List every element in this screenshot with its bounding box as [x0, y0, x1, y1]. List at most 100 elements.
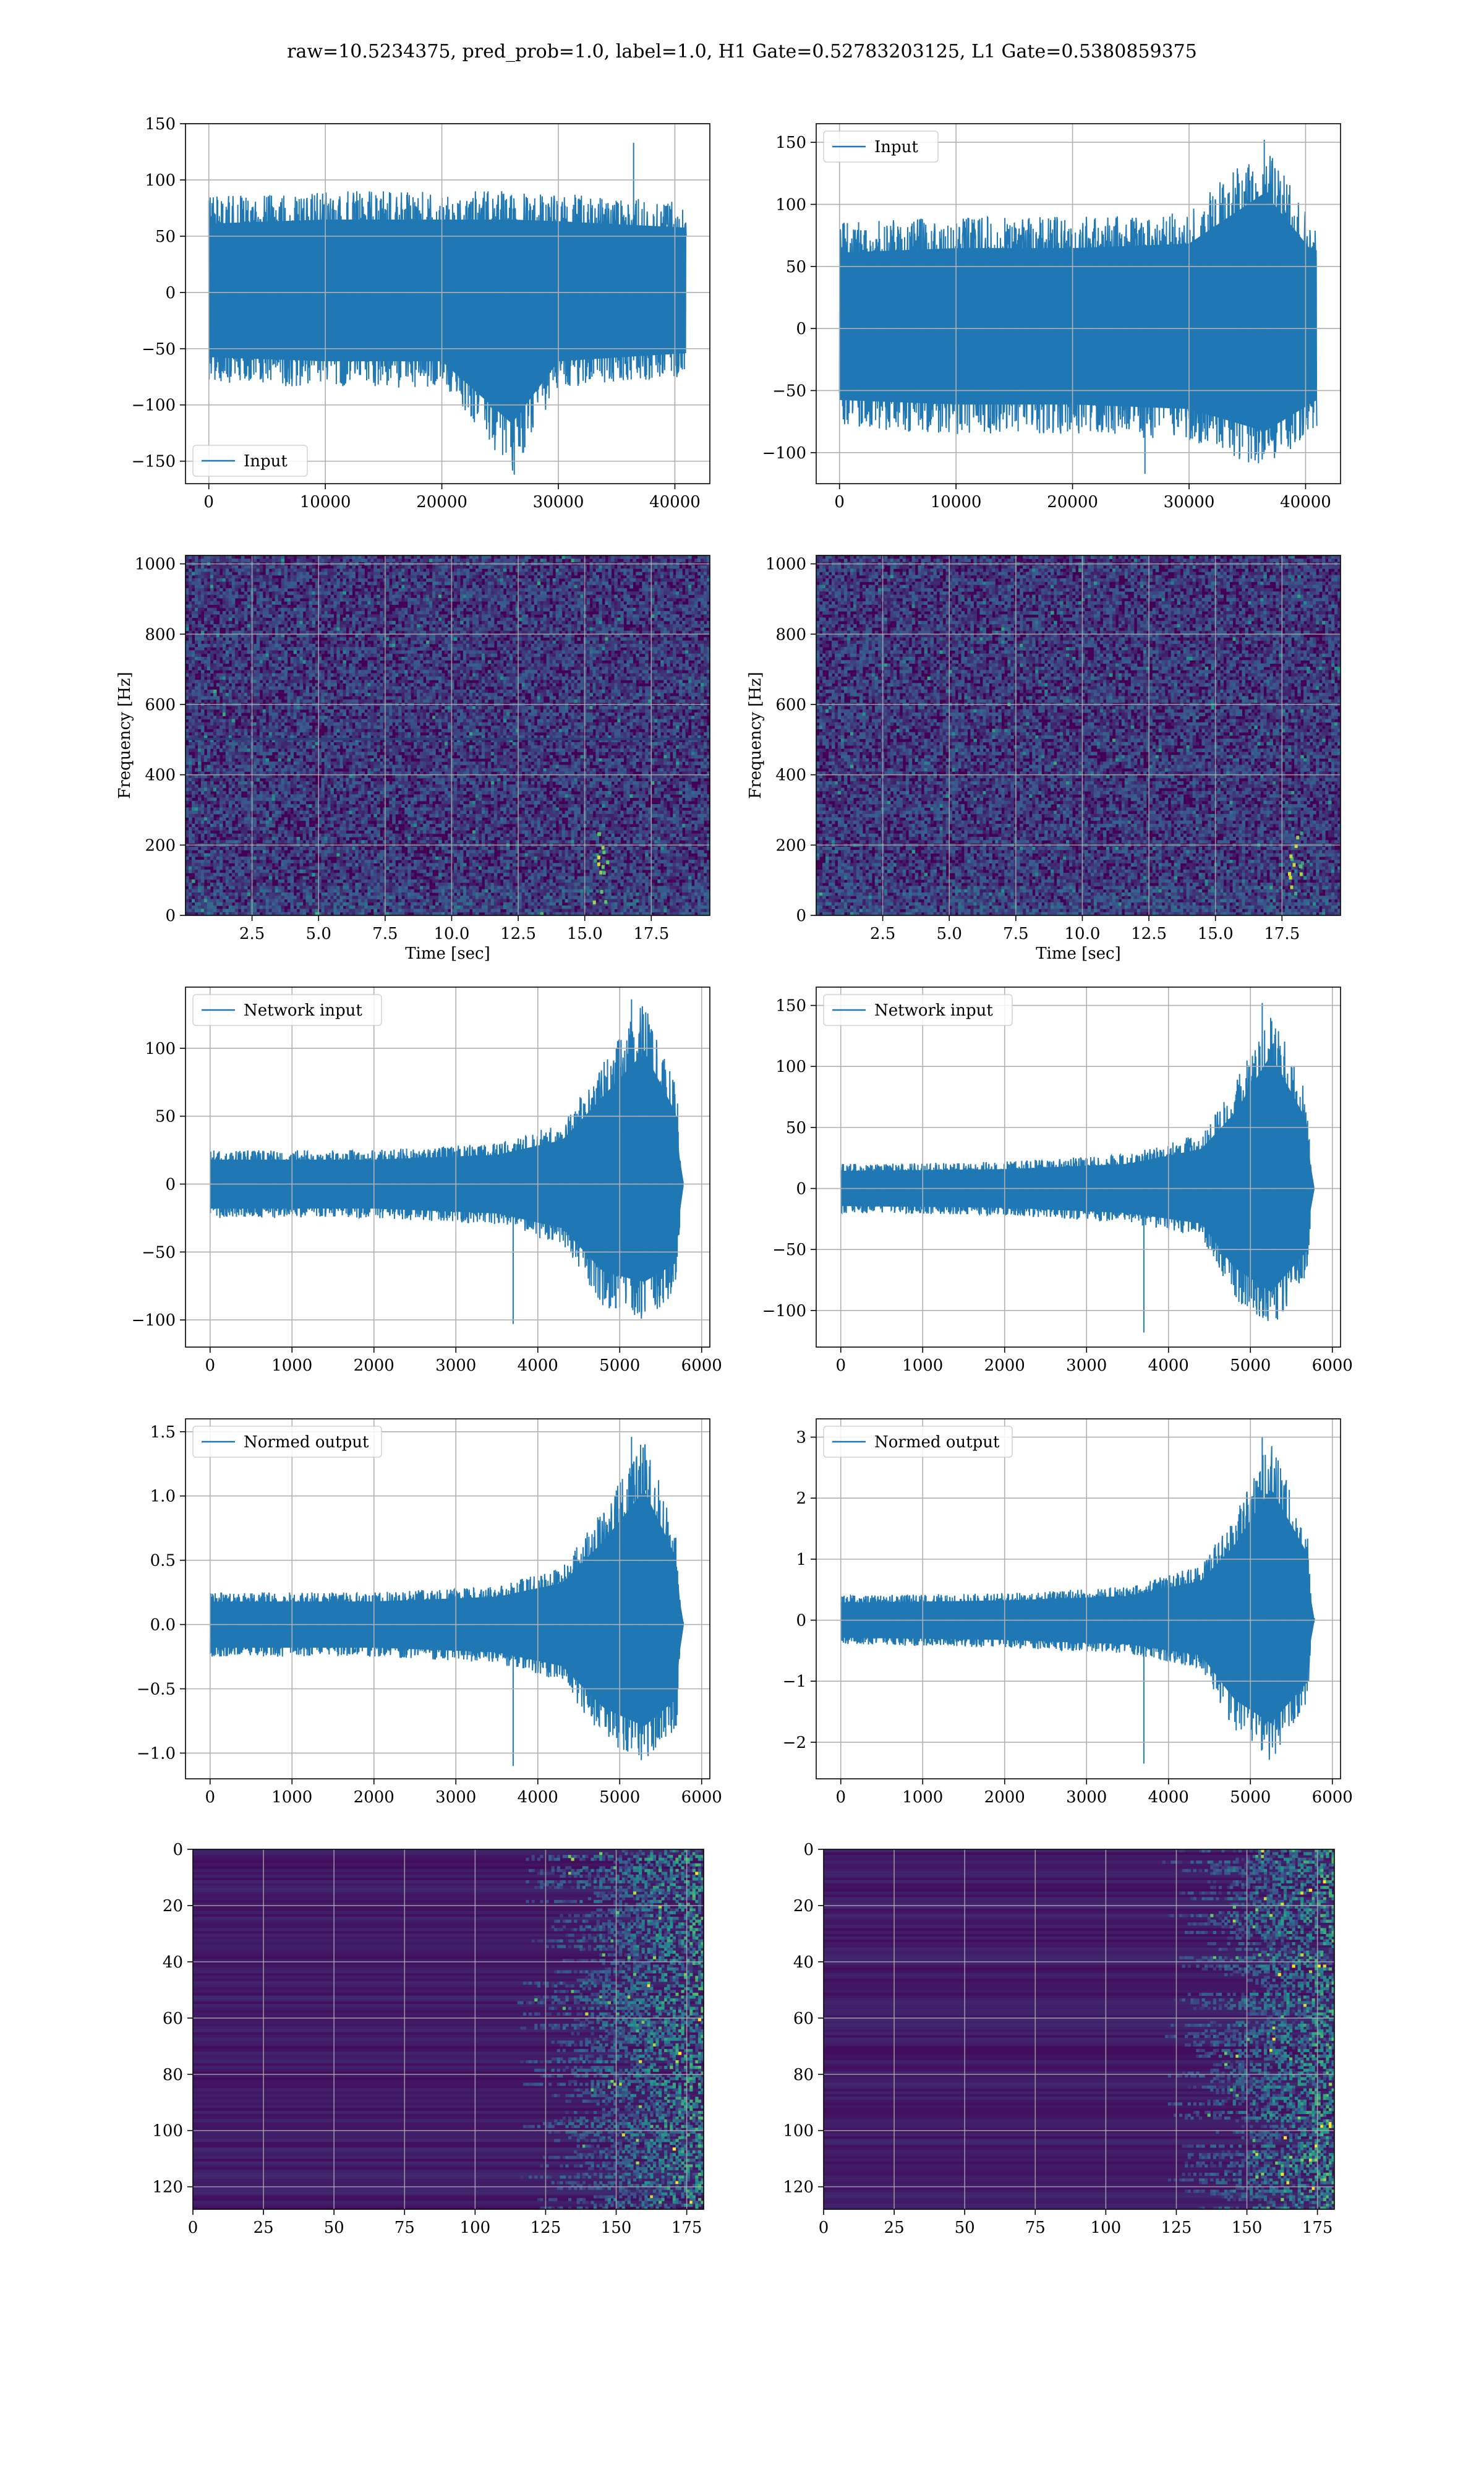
heatmap-cell: [198, 611, 202, 615]
heatmap-cell: [309, 873, 313, 876]
heatmap-cell: [361, 670, 365, 674]
heatmap-cell: [272, 568, 276, 572]
heatmap-cell: [288, 568, 291, 572]
heatmap-cell: [220, 575, 223, 579]
heatmap-cell: [355, 889, 359, 893]
heatmap-cell: [288, 830, 291, 834]
heatmap-cell: [232, 595, 236, 599]
heatmap-cell: [275, 909, 279, 912]
heatmap-cell: [198, 621, 202, 625]
heatmap-cell: [300, 791, 304, 795]
heatmap-cell: [328, 644, 331, 648]
heatmap-cell: [281, 687, 285, 690]
heatmap-cell: [325, 854, 328, 857]
heatmap-cell: [346, 555, 349, 559]
heatmap-cell: [213, 745, 217, 749]
heatmap-cell: [244, 729, 248, 732]
heatmap-cell: [297, 667, 301, 670]
heatmap-cell: [260, 889, 263, 893]
heatmap-cell: [315, 752, 319, 756]
heatmap-cell: [229, 896, 232, 899]
heatmap-cell: [278, 657, 282, 661]
heatmap-cell: [291, 555, 294, 559]
heatmap-cell: [297, 742, 301, 746]
heatmap-cell: [297, 595, 301, 599]
heatmap-cell: [322, 690, 325, 693]
heatmap-cell: [355, 830, 359, 834]
heatmap-cell: [352, 834, 356, 837]
heatmap-cell: [288, 807, 291, 811]
heatmap-cell: [358, 604, 362, 608]
heatmap-cell: [210, 667, 214, 670]
heatmap-cell: [189, 748, 192, 752]
heatmap-cell: [346, 837, 349, 841]
heatmap-cell: [288, 867, 291, 870]
heatmap-cell: [358, 876, 362, 880]
heatmap-cell: [263, 713, 267, 716]
heatmap-cell: [336, 713, 340, 716]
heatmap-cell: [247, 722, 251, 726]
heatmap-cell: [257, 873, 260, 876]
heatmap-cell: [336, 896, 340, 899]
heatmap-cell: [358, 575, 362, 579]
heatmap-cell: [204, 568, 208, 572]
heatmap-cell: [204, 814, 208, 818]
heatmap-cell: [247, 709, 251, 713]
heatmap-cell: [343, 745, 346, 749]
heatmap-cell: [291, 565, 294, 569]
heatmap-cell: [254, 588, 257, 592]
heatmap-cell: [300, 674, 304, 677]
heatmap-cell: [198, 860, 202, 863]
heatmap-cell: [355, 700, 359, 703]
heatmap-cell: [201, 644, 205, 648]
heatmap-cell: [325, 761, 328, 765]
heatmap-cell: [309, 641, 313, 644]
heatmap-cell: [220, 801, 223, 805]
heatmap-cell: [291, 798, 294, 802]
heatmap-cell: [186, 899, 189, 903]
heatmap-cell: [204, 641, 208, 644]
heatmap-cell: [220, 827, 223, 831]
heatmap-cell: [339, 876, 343, 880]
heatmap-cell: [241, 683, 245, 687]
heatmap-cell: [336, 899, 340, 903]
heatmap-cell: [322, 798, 325, 802]
heatmap-cell: [352, 824, 356, 828]
heatmap-cell: [232, 905, 236, 909]
heatmap-cell: [247, 784, 251, 788]
heatmap-cell: [216, 742, 220, 746]
heatmap-cell: [281, 618, 285, 622]
heatmap-cell: [291, 581, 294, 585]
heatmap-cell: [278, 595, 282, 599]
heatmap-cell: [291, 850, 294, 854]
heatmap-cell: [275, 896, 279, 899]
heatmap-cell: [260, 683, 263, 687]
heatmap-cell: [226, 870, 229, 873]
heatmap-cell: [291, 677, 294, 680]
heatmap-cell: [328, 889, 331, 893]
heatmap-cell: [257, 572, 260, 576]
heatmap-cell: [278, 627, 282, 631]
heatmap-cell: [336, 752, 340, 756]
heatmap-cell: [291, 742, 294, 746]
heatmap-cell: [315, 798, 319, 802]
heatmap-cell: [238, 667, 242, 670]
heatmap-cell: [328, 788, 331, 792]
heatmap-cell: [339, 867, 343, 870]
heatmap-cell: [328, 611, 331, 615]
heatmap-cell: [358, 755, 362, 759]
heatmap-cell: [297, 798, 301, 802]
heatmap-cell: [254, 748, 257, 752]
heatmap-cell: [361, 857, 365, 860]
heatmap-cell: [355, 591, 359, 595]
heatmap-cell: [358, 690, 362, 693]
heatmap-cell: [223, 722, 226, 726]
heatmap-cell: [198, 801, 202, 805]
heatmap-cell: [266, 654, 270, 657]
heatmap-cell: [192, 824, 195, 828]
heatmap-cell: [352, 755, 356, 759]
heatmap-cell: [241, 674, 245, 677]
heatmap-cell: [192, 706, 195, 709]
heatmap-cell: [229, 565, 232, 569]
heatmap-cell: [189, 768, 192, 772]
